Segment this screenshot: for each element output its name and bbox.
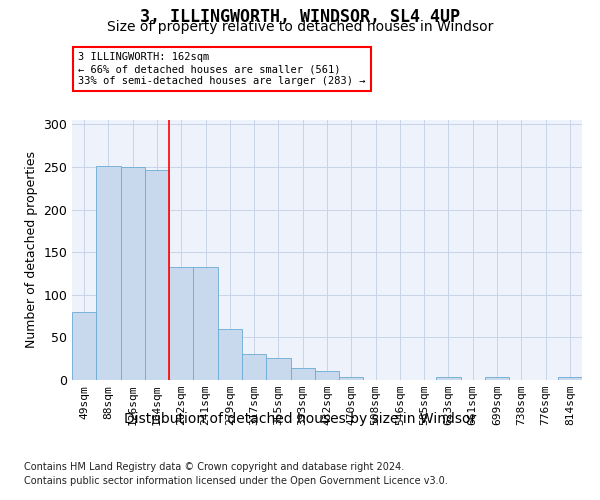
Bar <box>72 312 96 380</box>
Bar <box>436 378 461 380</box>
Bar <box>121 167 145 380</box>
Text: Contains HM Land Registry data © Crown copyright and database right 2024.: Contains HM Land Registry data © Crown c… <box>24 462 404 472</box>
Bar <box>145 170 169 380</box>
Text: Size of property relative to detached houses in Windsor: Size of property relative to detached ho… <box>107 20 493 34</box>
Bar <box>558 378 582 380</box>
Bar <box>96 166 121 380</box>
Text: 3 ILLINGWORTH: 162sqm
← 66% of detached houses are smaller (561)
33% of semi-det: 3 ILLINGWORTH: 162sqm ← 66% of detached … <box>78 52 365 86</box>
Bar <box>218 329 242 380</box>
Bar <box>485 378 509 380</box>
Bar <box>339 376 364 380</box>
Bar <box>169 266 193 380</box>
Text: Contains public sector information licensed under the Open Government Licence v3: Contains public sector information licen… <box>24 476 448 486</box>
Y-axis label: Number of detached properties: Number of detached properties <box>25 152 38 348</box>
Bar <box>193 266 218 380</box>
Text: Distribution of detached houses by size in Windsor: Distribution of detached houses by size … <box>124 412 476 426</box>
Text: 3, ILLINGWORTH, WINDSOR, SL4 4UP: 3, ILLINGWORTH, WINDSOR, SL4 4UP <box>140 8 460 26</box>
Bar <box>242 354 266 380</box>
Bar <box>266 358 290 380</box>
Bar <box>290 368 315 380</box>
Bar <box>315 370 339 380</box>
